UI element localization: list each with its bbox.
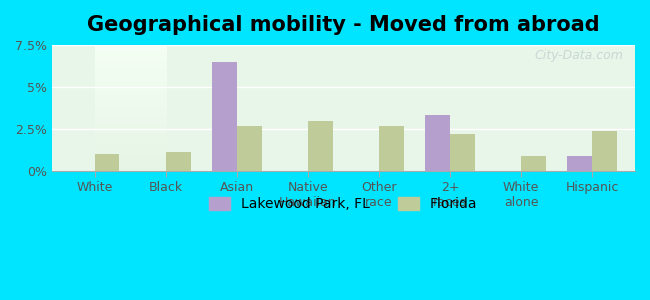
Bar <box>521 156 546 171</box>
Legend: Lakewood Park, FL, Florida: Lakewood Park, FL, Florida <box>204 192 483 217</box>
Bar <box>237 126 262 171</box>
Bar <box>308 121 333 171</box>
Bar <box>450 134 475 171</box>
Bar <box>425 116 450 171</box>
Bar <box>94 154 120 171</box>
Text: City-Data.com: City-Data.com <box>534 49 623 62</box>
Bar <box>567 156 592 171</box>
Bar <box>379 126 404 171</box>
Bar <box>592 130 617 171</box>
Bar <box>166 152 190 171</box>
Title: Geographical mobility - Moved from abroad: Geographical mobility - Moved from abroa… <box>87 15 600 35</box>
Bar <box>212 62 237 171</box>
